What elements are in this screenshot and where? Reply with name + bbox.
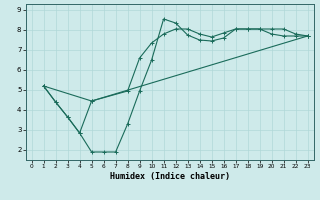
X-axis label: Humidex (Indice chaleur): Humidex (Indice chaleur) [109,172,230,181]
